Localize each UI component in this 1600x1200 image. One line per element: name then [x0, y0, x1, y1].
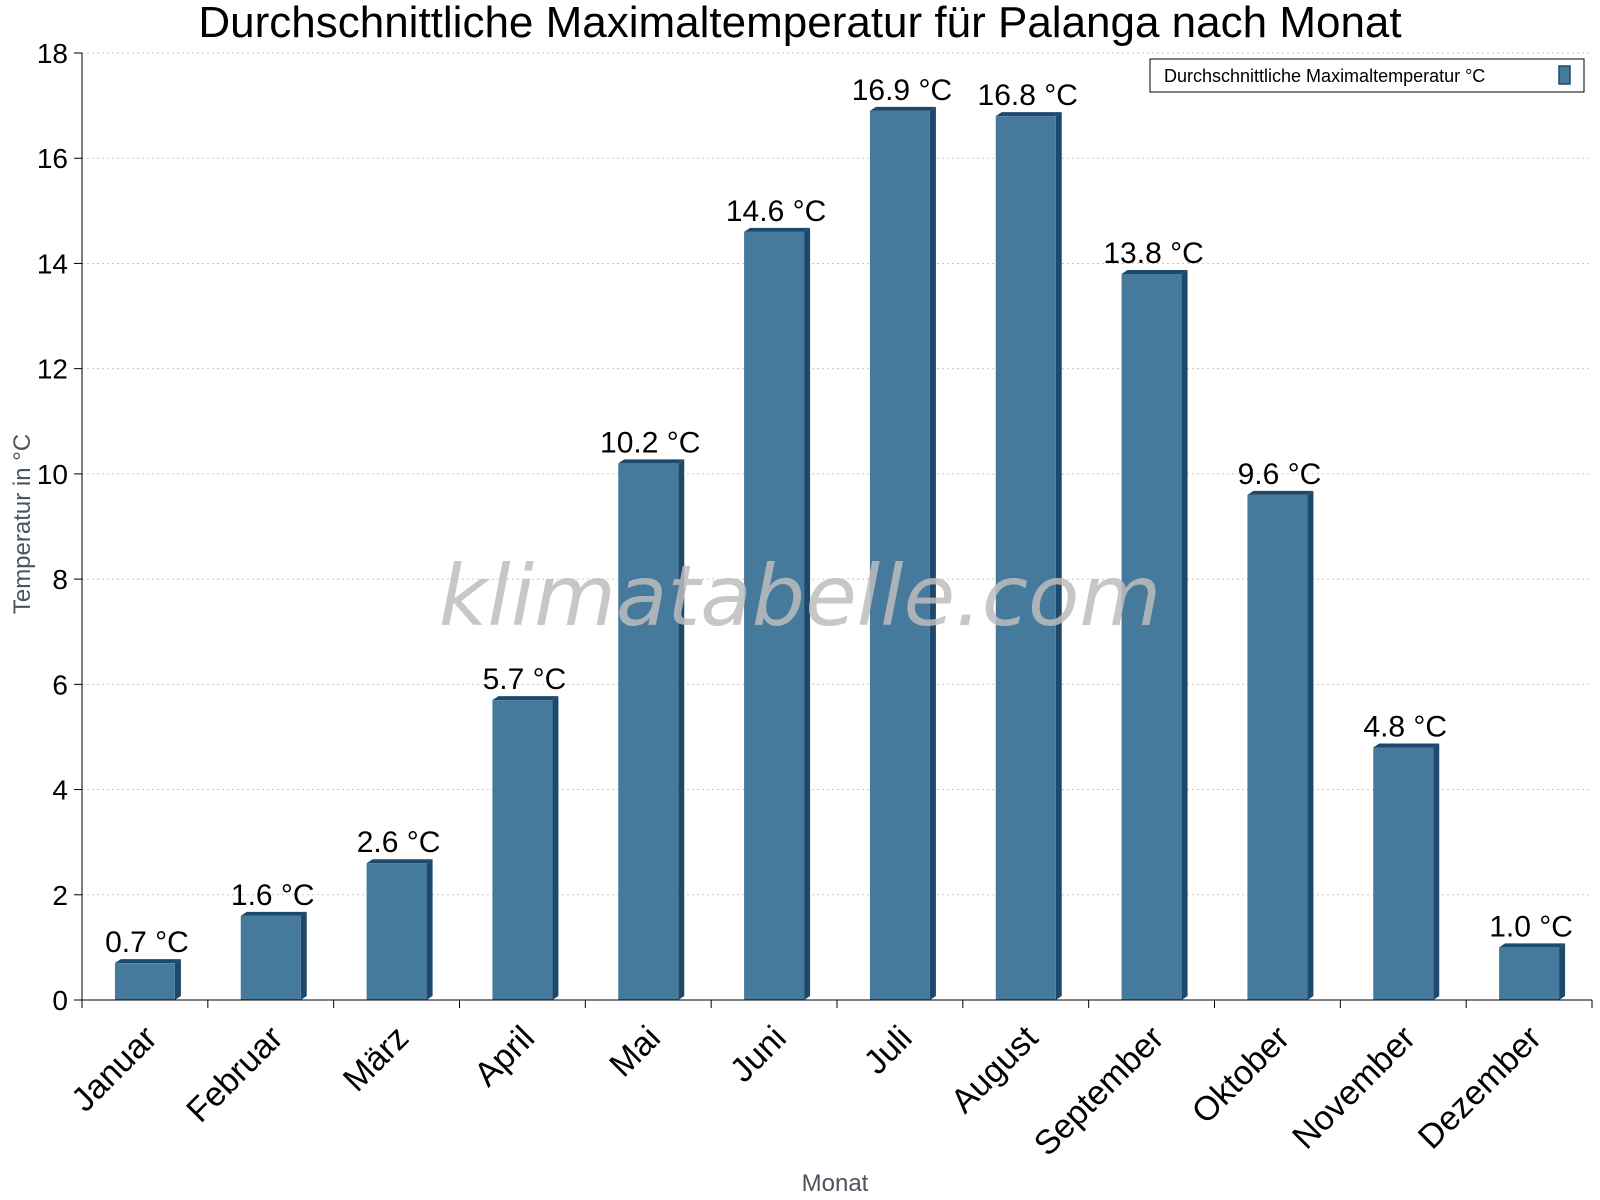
bar-side	[1433, 743, 1440, 1000]
bar	[869, 110, 930, 1001]
bar	[1121, 273, 1182, 1000]
bar	[114, 963, 175, 1000]
y-axis-label: Temperatur in °C	[9, 434, 36, 614]
bar	[240, 915, 301, 1000]
x-tick-label: Mai	[602, 1019, 668, 1085]
data-label: 14.6 °C	[726, 195, 826, 228]
x-tick-label: Februar	[179, 1019, 290, 1130]
bar	[1247, 494, 1308, 1000]
bar-side	[1559, 943, 1566, 1000]
gridlines	[82, 52, 1592, 896]
x-tick-label: März	[336, 1019, 416, 1099]
bar-top	[114, 959, 181, 964]
data-label: 16.8 °C	[978, 79, 1078, 112]
bar-top	[1499, 943, 1566, 948]
bar-side	[804, 227, 811, 1000]
x-tick-label: April	[467, 1019, 542, 1094]
bar-top	[995, 112, 1062, 117]
bar-side	[426, 859, 433, 1000]
bar	[1373, 747, 1434, 1000]
bar	[366, 863, 427, 1000]
data-labels: 0.7 °C 1.6 °C 2.6 °C 5.7 °C 10.2 °C 14.6 °C 16…	[105, 74, 1573, 959]
bar-top	[744, 227, 811, 232]
bar-top	[366, 859, 433, 864]
bars	[114, 106, 1566, 1001]
x-tick-label: September	[1027, 1019, 1171, 1163]
y-tick-label: 4	[52, 775, 68, 806]
bar-side	[1055, 112, 1062, 1001]
legend: Durchschnittliche Maximaltemperatur °C	[1149, 58, 1585, 93]
y-tick-label: 18	[37, 38, 68, 69]
x-tick-label: Dezember	[1411, 1019, 1549, 1157]
y-tick-label: 10	[37, 459, 68, 490]
bar-side	[1307, 490, 1314, 1000]
bar-top	[1373, 743, 1440, 748]
bar	[492, 700, 553, 1000]
bar	[744, 231, 805, 1000]
bar-side	[678, 459, 685, 1000]
data-label: 0.7 °C	[105, 926, 189, 959]
bar-top	[869, 106, 936, 111]
bar-side	[929, 106, 936, 1001]
y-tick-label: 8	[52, 564, 68, 595]
bar-top	[1121, 269, 1188, 274]
bar-side	[1181, 269, 1188, 1000]
data-label: 1.0 °C	[1489, 910, 1573, 943]
legend-swatch	[1558, 65, 1571, 85]
x-tick-label: Juli	[857, 1019, 920, 1082]
data-label: 4.8 °C	[1363, 710, 1447, 743]
legend-label: Durchschnittliche Maximaltemperatur °C	[1164, 66, 1485, 86]
bar-top	[1247, 490, 1314, 495]
data-label: 10.2 °C	[600, 426, 700, 459]
data-label: 13.8 °C	[1103, 237, 1203, 270]
bar	[618, 463, 679, 1000]
x-tick-label: Januar	[64, 1019, 164, 1119]
bar-top	[240, 911, 307, 916]
legend-box	[1149, 58, 1585, 93]
data-label: 2.6 °C	[357, 826, 441, 859]
data-label: 9.6 °C	[1238, 458, 1322, 491]
bar-top	[618, 459, 685, 464]
bar-top	[492, 696, 559, 701]
bar-side	[174, 959, 181, 1000]
x-tick-label: August	[944, 1018, 1046, 1120]
watermark: klimatabelle.com	[439, 547, 1162, 645]
y-tick-label: 6	[52, 669, 68, 700]
data-label: 5.7 °C	[483, 663, 567, 696]
chart-title: Durchschnittliche Maximaltemperatur für …	[198, 0, 1401, 47]
x-tick-label: Juni	[723, 1019, 794, 1090]
x-axis-label: Monat	[802, 1170, 869, 1197]
x-tick-label: Oktober	[1185, 1019, 1297, 1131]
y-tick-label: 12	[37, 354, 68, 385]
bar	[1499, 947, 1560, 1000]
data-label: 16.9 °C	[852, 74, 952, 107]
y-tick-label: 14	[37, 248, 68, 279]
y-tick-label: 2	[52, 880, 68, 911]
y-tick-label: 0	[52, 985, 68, 1016]
y-tick-label: 16	[37, 143, 68, 174]
bar-side	[552, 696, 559, 1000]
bar-side	[300, 911, 307, 1000]
bar	[995, 116, 1056, 1001]
data-label: 1.6 °C	[231, 879, 315, 912]
x-tick-label: November	[1285, 1019, 1423, 1157]
